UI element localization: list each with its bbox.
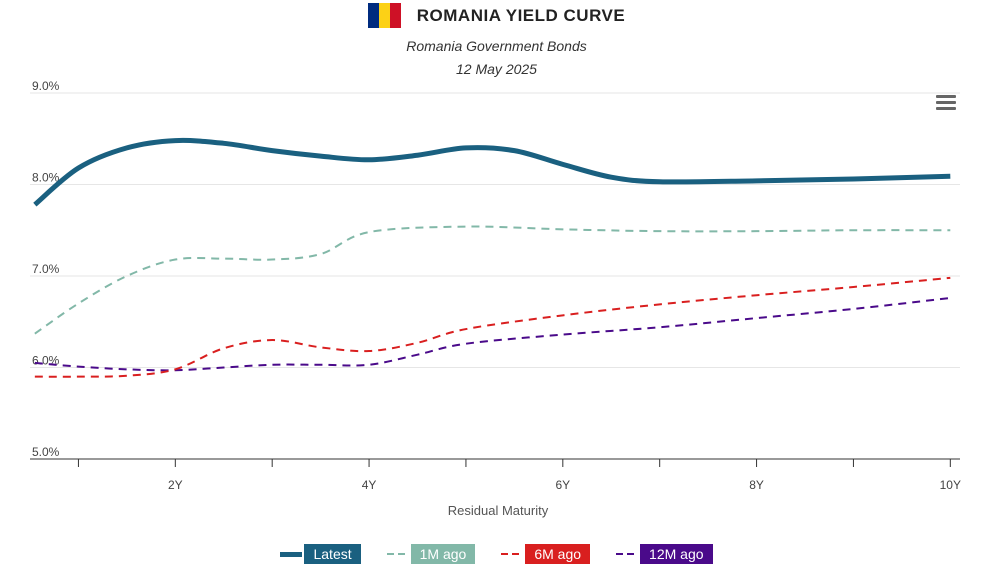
y-tick-label: 9.0% (32, 79, 60, 93)
chart-legend: Latest 1M ago 6M ago 12M ago (0, 544, 993, 564)
series-line-latest (33, 137, 951, 207)
legend-item-12m-ago[interactable]: 12M ago (616, 544, 713, 564)
chart-title: ROMANIA YIELD CURVE (416, 5, 626, 25)
x-tick-label: 2Y (168, 478, 183, 492)
legend-label-latest: Latest (304, 544, 361, 564)
legend-swatch-latest (280, 551, 303, 557)
series-line-12m-ago (34, 296, 951, 372)
legend-item-1m-ago[interactable]: 1M ago (386, 544, 476, 564)
legend-item-latest[interactable]: Latest (280, 544, 361, 564)
x-tick-label: 8Y (749, 478, 764, 492)
legend-label-6m-ago: 6M ago (525, 544, 591, 564)
x-axis-title: Residual Maturity (448, 503, 549, 518)
x-tick-label: 4Y (362, 478, 377, 492)
flag-stripe-yellow (378, 3, 390, 28)
legend-label-12m-ago: 12M ago (640, 544, 713, 564)
x-tick-label: 10Y (940, 478, 961, 492)
chart-title-row: ROMANIA YIELD CURVE (0, 3, 993, 28)
series-line-1m-ago (34, 225, 951, 335)
x-tick-label: 6Y (555, 478, 570, 492)
legend-item-6m-ago[interactable]: 6M ago (501, 544, 591, 564)
y-tick-label: 7.0% (32, 262, 60, 276)
y-tick-label: 5.0% (32, 445, 60, 459)
legend-swatch-12m-ago (616, 553, 639, 555)
legend-swatch-1m-ago (386, 553, 409, 555)
chart-subtitle: Romania Government Bonds (406, 38, 587, 54)
y-tick-label: 8.0% (32, 171, 60, 185)
flag-stripe-red (389, 3, 401, 28)
flag-stripe-blue (367, 3, 379, 28)
legend-label-1m-ago: 1M ago (410, 544, 476, 564)
series-line-6m-ago (34, 276, 951, 378)
chart-date: 12 May 2025 (456, 61, 537, 77)
hamburger-menu-icon[interactable] (934, 92, 958, 114)
legend-swatch-6m-ago (501, 553, 524, 555)
romania-flag-icon (367, 3, 401, 28)
